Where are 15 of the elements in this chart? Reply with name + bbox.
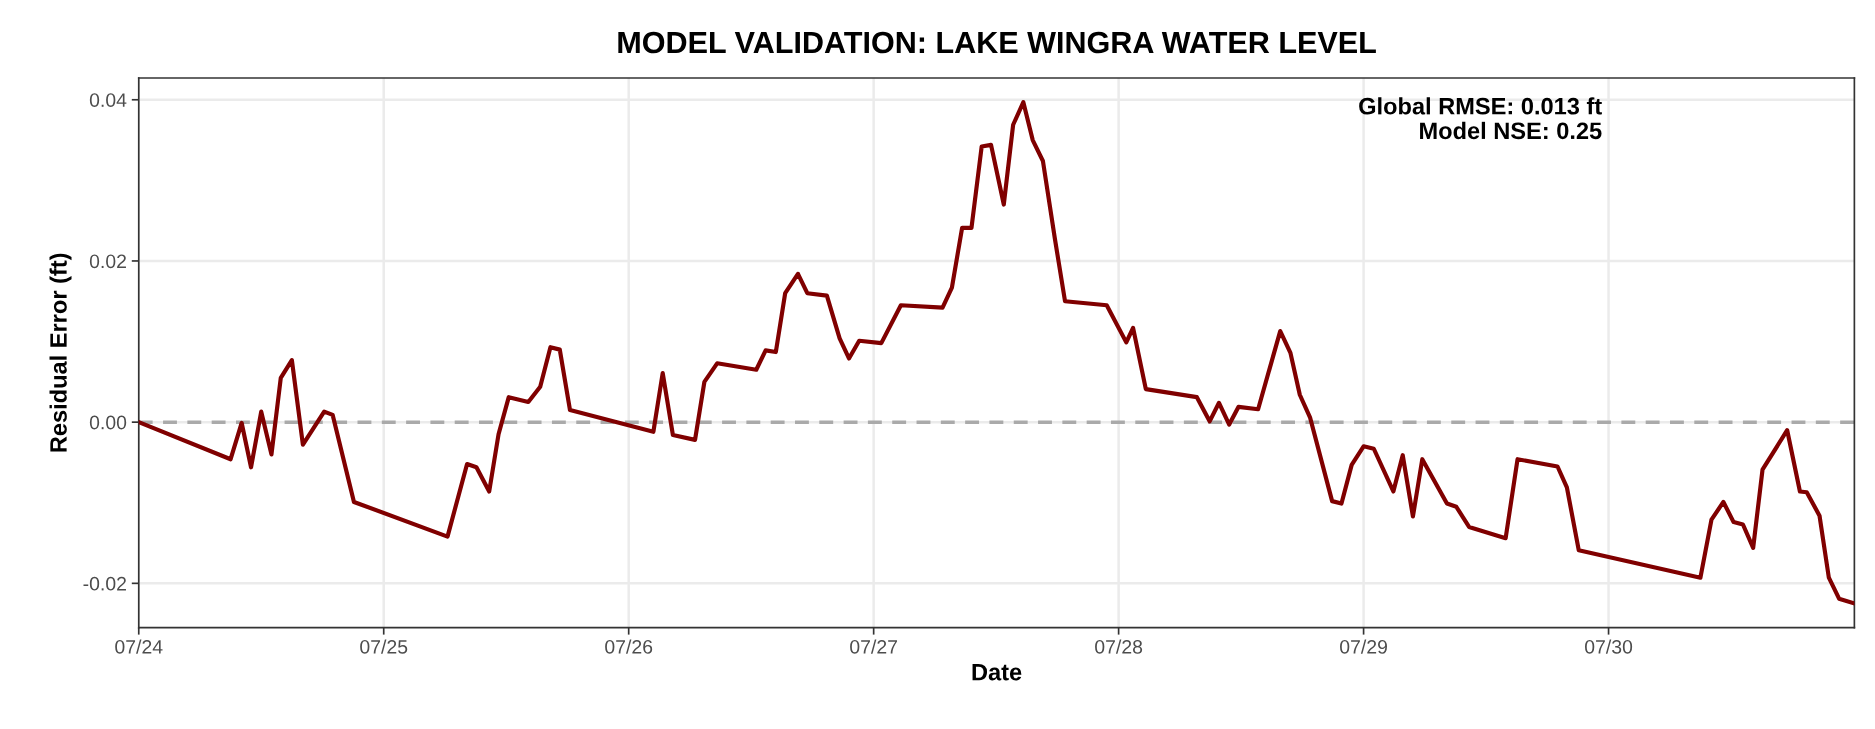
x-tick-label: 07/30 [1584,639,1633,654]
x-tick-label: 07/24 [115,639,163,654]
x-axis-title: Date [972,664,1022,681]
annotation: Global RMSE: 0.013 ft Model NSE: 0.25 [1359,97,1602,140]
x-tick-label: 07/29 [1340,639,1387,654]
y-tick-label: 0.00 [89,415,127,430]
x-tick-label: 07/28 [1095,639,1143,654]
chart-title: MODEL VALIDATION: LAKE WINGRA WATER LEVEL [618,31,1376,54]
y-tick-label: -0.02 [83,576,126,591]
x-tick-label: 07/27 [850,639,898,654]
x-tick-label: 07/25 [360,639,408,654]
x-tick-label: 07/26 [605,639,653,654]
y-tick-label: 0.02 [89,254,126,269]
y-tick-label: 0.04 [89,93,127,107]
y-axis-title: Residual Error (ft) [49,253,72,452]
